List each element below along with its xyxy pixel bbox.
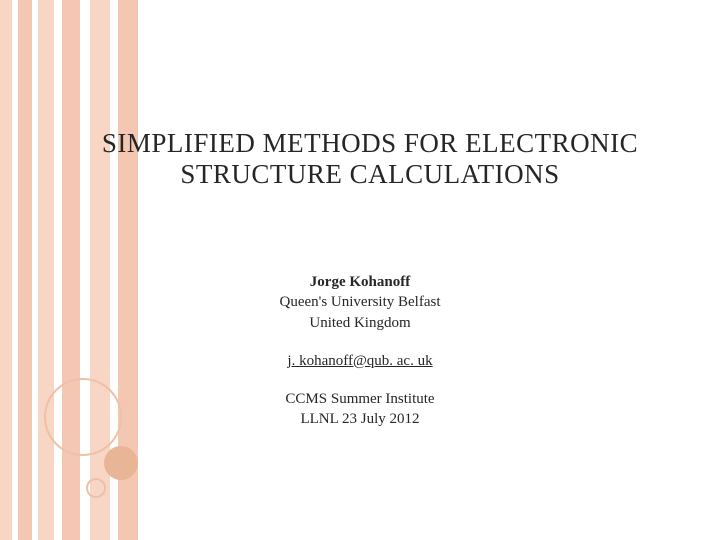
body-block: Jorge Kohanoff Queen's University Belfas… (210, 272, 510, 430)
spacer (210, 371, 510, 389)
title-line-2: STRUCTURE CALCULATIONS (50, 159, 690, 190)
spacer (210, 333, 510, 351)
stripe (38, 0, 54, 540)
affiliation-1: Queen's University Belfast (210, 292, 510, 312)
decorative-circle (86, 478, 106, 498)
author-name: Jorge Kohanoff (210, 272, 510, 292)
decorative-circle (44, 378, 122, 456)
venue-2: LLNL 23 July 2012 (210, 409, 510, 429)
title-line-1: SIMPLIFIED METHODS FOR ELECTRONIC (50, 128, 690, 159)
affiliation-2: United Kingdom (210, 313, 510, 333)
slide: SIMPLIFIED METHODS FOR ELECTRONIC STRUCT… (0, 0, 720, 540)
stripe (0, 0, 12, 540)
stripe (18, 0, 32, 540)
venue-1: CCMS Summer Institute (210, 389, 510, 409)
stripe (62, 0, 80, 540)
decorative-circle (104, 446, 138, 480)
title-block: SIMPLIFIED METHODS FOR ELECTRONIC STRUCT… (50, 128, 690, 190)
email[interactable]: j. kohanoff@qub. ac. uk (210, 351, 510, 371)
